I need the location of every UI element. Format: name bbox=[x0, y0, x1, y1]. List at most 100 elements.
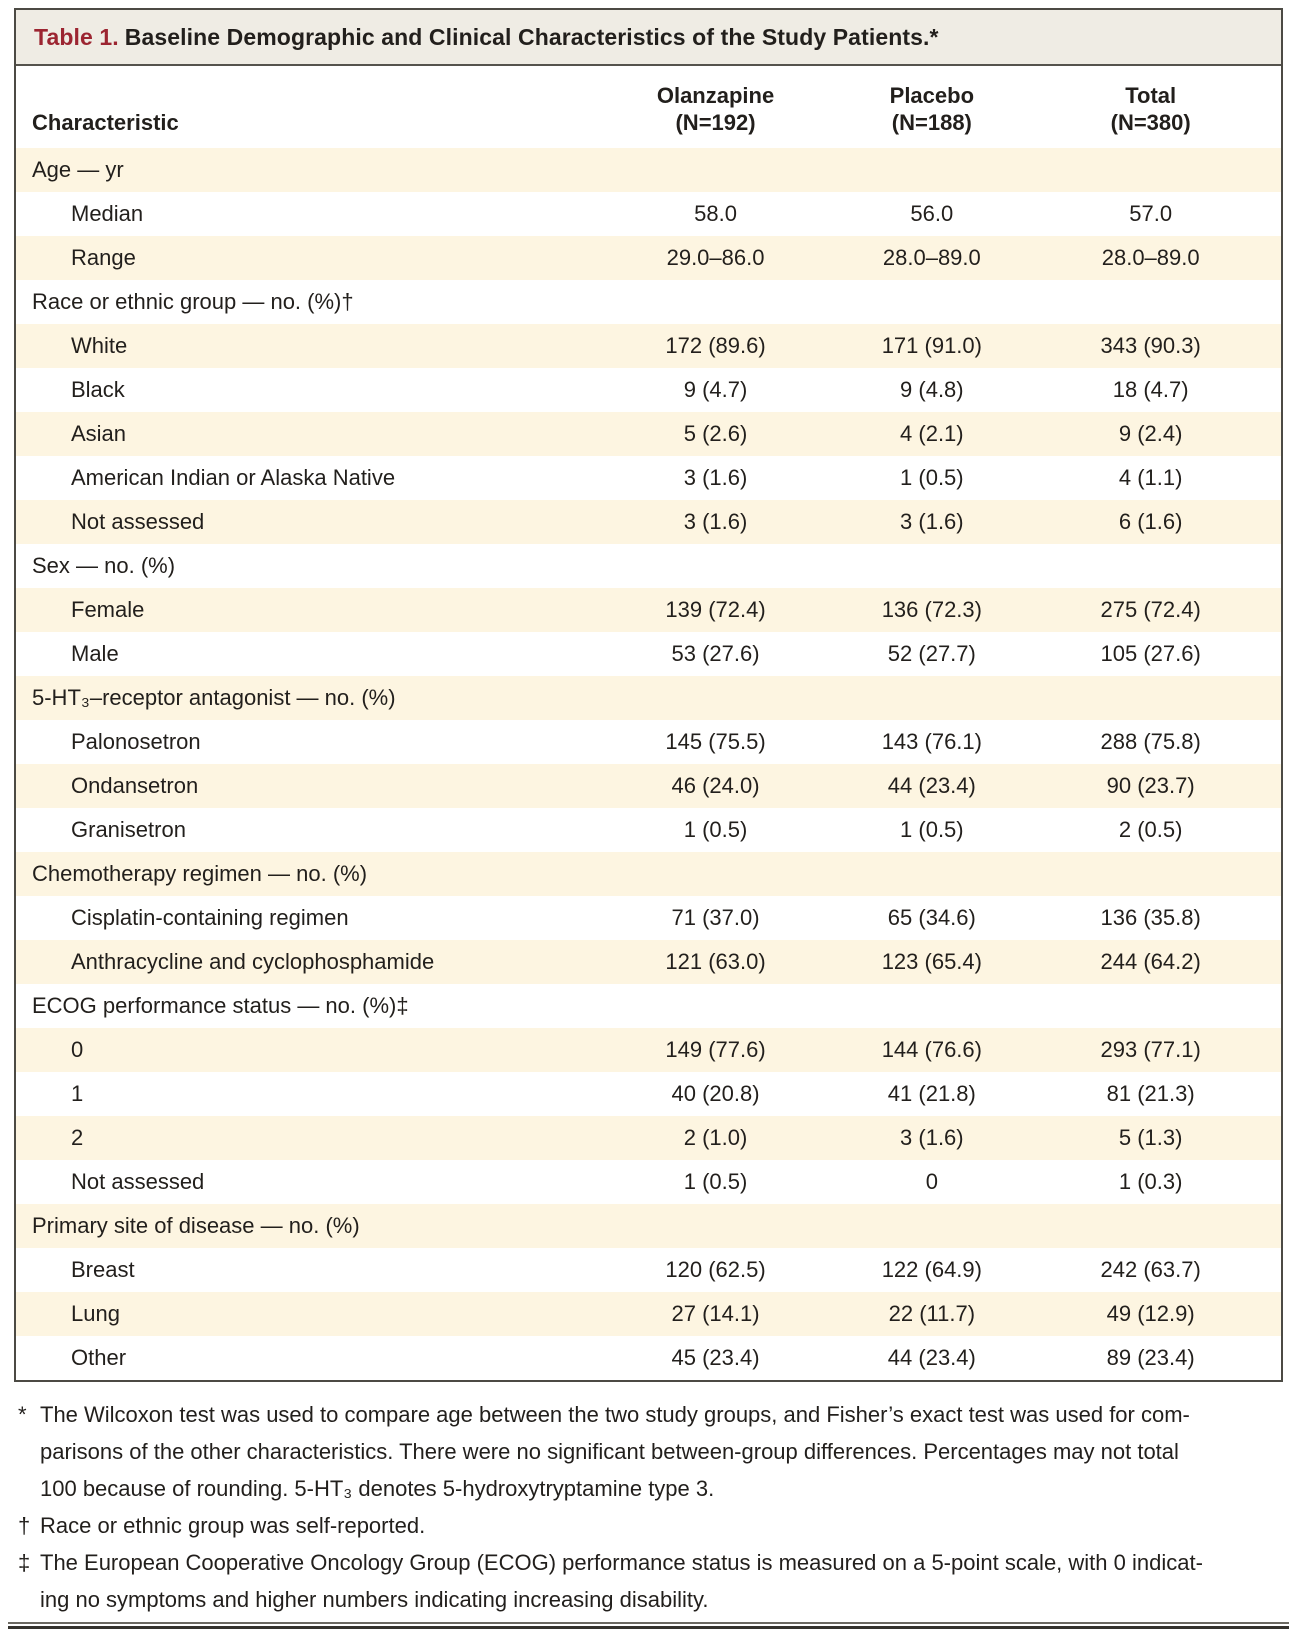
footnote-marker: ‡ bbox=[18, 1550, 31, 1575]
table-title-prefix: Table 1. bbox=[34, 24, 119, 50]
cell-value: 58.0 bbox=[694, 201, 737, 226]
table-title-text: Baseline Demographic and Clinical Charac… bbox=[124, 24, 939, 50]
footnote-line: Race or ethnic group was self-reported. bbox=[40, 1513, 426, 1538]
row-label: Granisetron bbox=[71, 817, 186, 842]
cell-value: 2 (0.5) bbox=[1118, 817, 1183, 842]
cell-value: 171 (91.0) bbox=[881, 333, 982, 358]
table-row: Anthracycline and cyclophosphamide 121 (6… bbox=[16, 940, 1281, 984]
table-row: Asian 5 (2.6) 4 (2.1) 9 (2.4) bbox=[16, 412, 1281, 456]
footnotes: * The Wilcoxon test was used to compare a… bbox=[14, 1396, 1283, 1618]
cell-value: 172 (89.6) bbox=[665, 333, 766, 358]
cell-value: 3 (1.6) bbox=[683, 465, 748, 490]
cell-value: 139 (72.4) bbox=[665, 597, 766, 622]
table-row: Age — yr bbox=[16, 148, 1281, 192]
table-row: 2 2 (1.0) 3 (1.6) 5 (1.3) bbox=[16, 1116, 1281, 1160]
footnote-line: The European Cooperative Oncology Group … bbox=[40, 1550, 1203, 1575]
header-group-n: (N=380) bbox=[1110, 110, 1191, 135]
table-row: 1 40 (20.8) 41 (21.8) 81 (21.3) bbox=[16, 1072, 1281, 1116]
table-row: White 172 (89.6) 171 (91.0) 343 (90.3) bbox=[16, 324, 1281, 368]
table-row: Other 45 (23.4) 44 (23.4) 89 (23.4) bbox=[16, 1336, 1281, 1380]
footnote: ‡ The European Cooperative Oncology Group… bbox=[16, 1544, 1281, 1618]
row-label: 2 bbox=[71, 1125, 84, 1150]
row-label: Median bbox=[71, 201, 144, 226]
cell-value: 0 bbox=[925, 1169, 938, 1194]
cell-value: 1 (0.3) bbox=[1118, 1169, 1183, 1194]
header-col-total: Total (N=380) bbox=[1037, 82, 1265, 136]
table-row: Race or ethnic group — no. (%)† bbox=[16, 280, 1281, 324]
header-group-name: Total bbox=[1125, 83, 1177, 108]
header-group-name: Olanzapine bbox=[656, 83, 775, 108]
cell-value: 9 (4.7) bbox=[683, 377, 748, 402]
table-row: Sex — no. (%) bbox=[16, 544, 1281, 588]
cell-value: 3 (1.6) bbox=[683, 509, 748, 534]
row-label: Race or ethnic group — no. (%)† bbox=[32, 289, 354, 314]
row-label: Range bbox=[71, 245, 136, 270]
table-row: Median 58.0 56.0 57.0 bbox=[16, 192, 1281, 236]
cell-value: 4 (1.1) bbox=[1118, 465, 1183, 490]
cell-value: 143 (76.1) bbox=[881, 729, 982, 754]
cell-value: 9 (4.8) bbox=[900, 377, 964, 402]
cell-value: 121 (63.0) bbox=[665, 949, 766, 974]
footnote-line: 100 because of rounding. 5-HT₃ denotes 5… bbox=[40, 1476, 715, 1501]
row-label: Ondansetron bbox=[71, 773, 199, 798]
row-label: Palonosetron bbox=[71, 729, 201, 754]
row-label: Sex — no. (%) bbox=[32, 553, 176, 578]
cell-value: 105 (27.6) bbox=[1100, 641, 1201, 666]
cell-value: 136 (35.8) bbox=[1100, 905, 1201, 930]
cell-value: 18 (4.7) bbox=[1112, 377, 1189, 402]
cell-value: 52 (27.7) bbox=[887, 641, 976, 666]
cell-value: 45 (23.4) bbox=[671, 1345, 760, 1370]
table-body: Age — yr Median 58.0 56.0 57.0 Range 29.0–86.0… bbox=[16, 148, 1281, 1380]
cell-value: 149 (77.6) bbox=[665, 1037, 766, 1062]
table-row: Primary site of disease — no. (%) bbox=[16, 1204, 1281, 1248]
cell-value: 1 (0.5) bbox=[683, 1169, 748, 1194]
row-label: Male bbox=[71, 641, 119, 666]
cell-value: 123 (65.4) bbox=[881, 949, 982, 974]
row-label: 5-HT₃–receptor antagonist — no. (%) bbox=[32, 685, 396, 710]
cell-value: 44 (23.4) bbox=[887, 773, 976, 798]
row-label: Cisplatin-containing regimen bbox=[71, 905, 349, 930]
row-label: Female bbox=[71, 597, 145, 622]
cell-value: 3 (1.6) bbox=[900, 1125, 964, 1150]
cell-value: 244 (64.2) bbox=[1100, 949, 1201, 974]
table-row: American Indian or Alaska Native 3 (1.6) 1… bbox=[16, 456, 1281, 500]
cell-value: 343 (90.3) bbox=[1100, 333, 1201, 358]
table-row: Cisplatin-containing regimen 71 (37.0) 65 … bbox=[16, 896, 1281, 940]
table-row: Male 53 (27.6) 52 (27.7) 105 (27.6) bbox=[16, 632, 1281, 676]
row-label: Primary site of disease — no. (%) bbox=[32, 1213, 360, 1238]
cell-value: 89 (23.4) bbox=[1106, 1345, 1195, 1370]
header-group-name: Placebo bbox=[889, 83, 975, 108]
table-row: Not assessed 1 (0.5) 0 1 (0.3) bbox=[16, 1160, 1281, 1204]
header-group-n: (N=192) bbox=[675, 110, 756, 135]
table-row: Range 29.0–86.0 28.0–89.0 28.0–89.0 bbox=[16, 236, 1281, 280]
table-row: Not assessed 3 (1.6) 3 (1.6) 6 (1.6) bbox=[16, 500, 1281, 544]
row-label: White bbox=[71, 333, 128, 358]
row-label: Age — yr bbox=[32, 157, 124, 182]
footnote-line: The Wilcoxon test was used to compare ag… bbox=[40, 1402, 1190, 1427]
cell-value: 71 (37.0) bbox=[671, 905, 760, 930]
cell-value: 53 (27.6) bbox=[671, 641, 760, 666]
cell-value: 122 (64.9) bbox=[881, 1257, 982, 1282]
cell-value: 46 (24.0) bbox=[671, 773, 760, 798]
row-label: Asian bbox=[71, 421, 127, 446]
cell-value: 28.0–89.0 bbox=[1101, 245, 1200, 270]
row-label: Other bbox=[71, 1345, 127, 1370]
table-row: Female 139 (72.4) 136 (72.3) 275 (72.4) bbox=[16, 588, 1281, 632]
cell-value: 44 (23.4) bbox=[887, 1345, 976, 1370]
row-label: Not assessed bbox=[71, 1169, 205, 1194]
table-row: Black 9 (4.7) 9 (4.8) 18 (4.7) bbox=[16, 368, 1281, 412]
header-group-n: (N=188) bbox=[891, 110, 972, 135]
row-label: 1 bbox=[71, 1081, 84, 1106]
cell-value: 144 (76.6) bbox=[881, 1037, 982, 1062]
cell-value: 22 (11.7) bbox=[888, 1301, 976, 1326]
cell-value: 1 (0.5) bbox=[900, 465, 964, 490]
cell-value: 27 (14.1) bbox=[671, 1301, 760, 1326]
table-title-bar: Table 1. Baseline Demographic and Clinica… bbox=[16, 10, 1281, 66]
table-row: ECOG performance status — no. (%)‡ bbox=[16, 984, 1281, 1028]
cell-value: 5 (1.3) bbox=[1118, 1125, 1183, 1150]
table-row: Breast 120 (62.5) 122 (64.9) 242 (63.7) bbox=[16, 1248, 1281, 1292]
row-label: Breast bbox=[71, 1257, 135, 1282]
footnote-marker: † bbox=[18, 1513, 31, 1538]
cell-value: 6 (1.6) bbox=[1118, 509, 1183, 534]
